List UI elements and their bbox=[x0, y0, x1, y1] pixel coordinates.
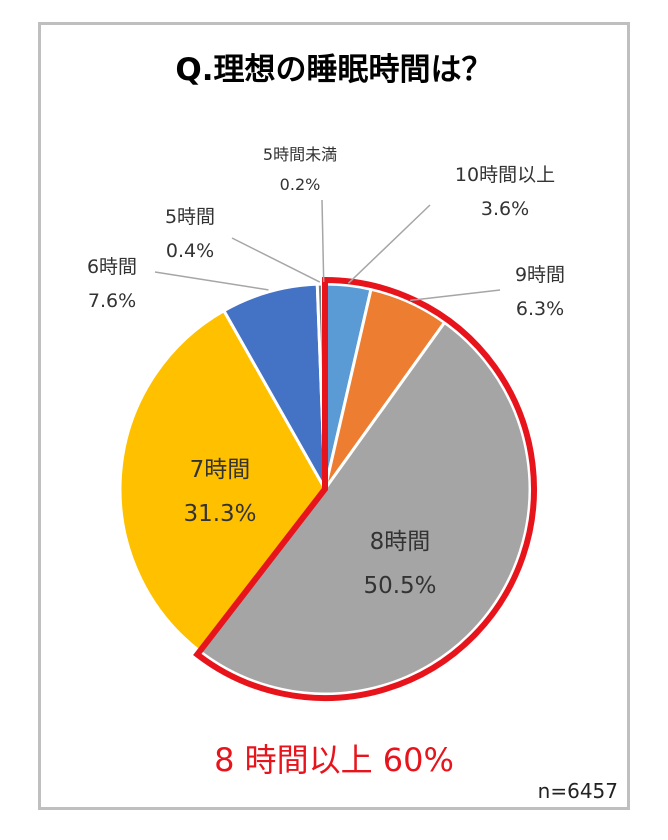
highlight-text: 8 時間以上 60% bbox=[214, 741, 454, 779]
leader-line-6 bbox=[321, 199, 325, 283]
label-5h: 5時間 0.4% bbox=[164, 206, 216, 262]
leader-line-5 bbox=[231, 237, 321, 283]
leader-line-0 bbox=[347, 204, 431, 284]
chart-title: Q.理想の睡眠時間は？ bbox=[175, 52, 493, 88]
pie-slice-4 bbox=[221, 282, 327, 490]
chart-frame bbox=[38, 22, 630, 810]
sample-size: n=6457 bbox=[537, 779, 618, 803]
leader-line-1 bbox=[410, 289, 501, 302]
label-7h: 7時間 31.3% bbox=[183, 457, 257, 527]
pie-slice-2 bbox=[197, 320, 532, 696]
label-under-5h: 5時間未満 0.2% bbox=[262, 145, 338, 194]
pie-slice-3 bbox=[118, 308, 327, 654]
label-10h: 10時間以上 3.6% bbox=[454, 164, 556, 220]
highlight-outline bbox=[193, 276, 537, 701]
label-8h: 8時間 50.5% bbox=[363, 529, 437, 599]
label-6h: 6時間 7.6% bbox=[86, 256, 138, 312]
label-9h: 9時間 6.3% bbox=[514, 264, 566, 320]
leader-line-4 bbox=[154, 271, 269, 291]
